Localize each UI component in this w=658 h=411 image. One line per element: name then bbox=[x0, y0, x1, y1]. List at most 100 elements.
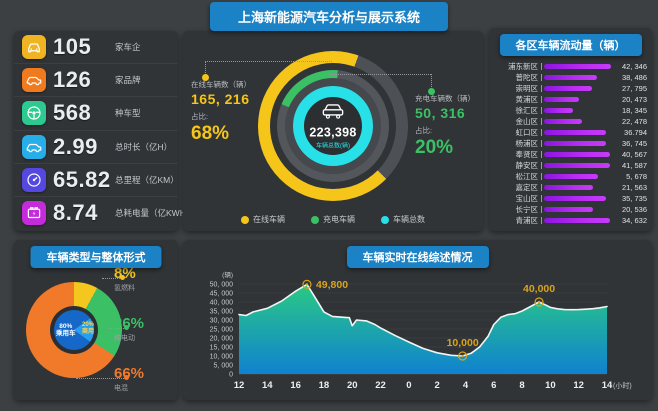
types-header-text: 车辆类型与整体形式 bbox=[46, 252, 146, 264]
district-bar[interactable] bbox=[544, 152, 611, 157]
x-tick: 12 bbox=[234, 380, 245, 391]
connector-line bbox=[205, 61, 332, 62]
type-pct: 26% bbox=[114, 315, 145, 332]
district-bar-track bbox=[541, 217, 613, 224]
stat-label: 总里程（亿KM） bbox=[115, 174, 179, 185]
district-row[interactable]: 青浦区 34, 632 bbox=[494, 215, 648, 226]
district-bar-track bbox=[541, 74, 613, 81]
page-title: 上海新能源汽车分析与展示系统 bbox=[209, 2, 449, 31]
x-tick: 14 bbox=[602, 380, 613, 391]
vehicle-type-donut[interactable]: 80% 乘用车 20% 商用 bbox=[26, 282, 122, 378]
district-bar[interactable] bbox=[544, 130, 607, 135]
district-row[interactable]: 黄浦区 20, 473 bbox=[494, 94, 648, 105]
legend-item-车辆总数[interactable]: 车辆总数 bbox=[381, 214, 425, 225]
district-name: 浦东新区 bbox=[508, 62, 538, 71]
district-bar-track bbox=[541, 107, 613, 114]
district-row[interactable]: 长宁区 20, 536 bbox=[494, 204, 648, 215]
district-bar[interactable] bbox=[544, 174, 599, 179]
district-value: 36, 745 bbox=[621, 139, 647, 148]
district-row[interactable]: 宝山区 35, 735 bbox=[494, 193, 648, 204]
district-row[interactable]: 奉贤区 40, 567 bbox=[494, 149, 648, 160]
district-row[interactable]: 崇明区 27, 795 bbox=[494, 83, 648, 94]
stat-row: 105 家车企 bbox=[14, 31, 178, 65]
x-tick: 8 bbox=[519, 380, 524, 391]
legend-dot bbox=[241, 215, 249, 224]
realtime-panel-header: 车辆实时在线综述情况 bbox=[346, 246, 489, 268]
legend-item-充电车辆[interactable]: 充电车辆 bbox=[311, 214, 355, 225]
district-bar[interactable] bbox=[544, 108, 573, 113]
data-point-marker[interactable] bbox=[458, 351, 468, 361]
district-bar[interactable] bbox=[544, 207, 593, 212]
district-row[interactable]: 浦东新区 42, 346 bbox=[494, 61, 647, 72]
stat-label: 总时长（亿H） bbox=[115, 141, 173, 152]
district-row[interactable]: 静安区 41, 587 bbox=[494, 160, 648, 171]
district-value: 27, 795 bbox=[621, 84, 647, 93]
legend-item-在线车辆[interactable]: 在线车辆 bbox=[241, 214, 285, 225]
data-point-marker[interactable] bbox=[534, 297, 544, 307]
legend-label: 车辆总数 bbox=[393, 215, 425, 224]
annotation-label: 10,000 bbox=[447, 337, 479, 349]
district-bar[interactable] bbox=[544, 141, 607, 146]
district-bar-track bbox=[541, 206, 613, 213]
district-bar-track bbox=[541, 129, 613, 136]
district-row[interactable]: 徐汇区 18, 345 bbox=[494, 105, 648, 116]
type-pct: 66% bbox=[114, 365, 145, 382]
district-name: 长宁区 bbox=[515, 205, 539, 214]
district-value: 20, 473 bbox=[621, 95, 647, 104]
type-sub-label: 电混 bbox=[114, 385, 128, 392]
district-name: 黄浦区 bbox=[515, 95, 539, 104]
gauge-center: 223,398 车辆总数(辆) bbox=[304, 103, 362, 150]
gauge-legend: 在线车辆 充电车辆 车辆总数 bbox=[183, 214, 483, 225]
area-line bbox=[238, 283, 608, 357]
district-row[interactable]: 普陀区 38, 486 bbox=[494, 72, 648, 83]
y-tick: 50, 000 bbox=[210, 282, 233, 289]
district-value: 22, 478 bbox=[621, 117, 647, 126]
district-row[interactable]: 金山区 22, 478 bbox=[494, 116, 648, 127]
district-value: 20, 536 bbox=[621, 205, 647, 214]
y-axis-unit: (辆) bbox=[222, 270, 233, 279]
steering-wheel-icon bbox=[22, 101, 46, 126]
district-row[interactable]: 嘉定区 21, 563 bbox=[494, 182, 648, 193]
district-bar[interactable] bbox=[544, 64, 611, 69]
district-bar[interactable] bbox=[544, 218, 610, 223]
summary-stats-panel: 105 家车企 126 家品牌 568 种车型 2.99 总时长（亿H） 65.82 总里程（亿K… bbox=[14, 31, 194, 231]
district-bar[interactable] bbox=[544, 196, 607, 201]
district-row[interactable]: 松江区 5, 678 bbox=[494, 171, 648, 182]
stat-value: 65.82 bbox=[53, 166, 111, 192]
charging-ratio-label: 占比: bbox=[415, 126, 433, 135]
fleet-ring-gauge[interactable]: 223,398 车辆总数(辆) bbox=[258, 51, 408, 201]
district-row[interactable]: 虹口区 36.794 bbox=[494, 127, 648, 138]
realtime-online-panel: 车辆实时在线综述情况 50, 000 45, 000 40, 000 35, 000 3… bbox=[183, 240, 652, 400]
charging-stat-block: 充电车辆数（辆） 50, 316 占比: 20% bbox=[415, 93, 475, 159]
district-bar[interactable] bbox=[544, 97, 579, 102]
usage-inner-pie[interactable]: 80% 乘用车 20% 商用 bbox=[54, 310, 94, 350]
district-value: 40, 567 bbox=[621, 150, 647, 159]
district-bar[interactable] bbox=[544, 119, 582, 124]
fleet-gauge-panel: 在线车辆数（辆） 165, 216 占比: 68% 充电车辆数（辆） 50, 3… bbox=[183, 31, 483, 231]
total-vehicles-label: 车辆总数(辆) bbox=[316, 143, 350, 150]
district-bar-track bbox=[541, 162, 613, 169]
district-name: 松江区 bbox=[515, 172, 539, 181]
stat-value: 2.99 bbox=[53, 133, 98, 159]
stat-row: 8.74 总耗电量（亿KWH） bbox=[14, 197, 194, 229]
y-tick: 40, 000 bbox=[210, 300, 233, 307]
district-bar-track bbox=[541, 195, 613, 202]
x-tick: 16 bbox=[290, 380, 301, 391]
district-bar[interactable] bbox=[544, 75, 597, 80]
stat-row: 65.82 总里程（亿KM） bbox=[14, 164, 179, 197]
x-tick: 10 bbox=[545, 380, 556, 391]
connector-dot bbox=[120, 275, 125, 280]
y-tick: 30, 000 bbox=[210, 318, 233, 325]
district-row[interactable]: 杨浦区 36, 745 bbox=[494, 138, 648, 149]
realtime-header-text: 车辆实时在线综述情况 bbox=[362, 252, 473, 264]
district-bar[interactable] bbox=[544, 86, 592, 91]
connector-line bbox=[76, 378, 124, 379]
district-bar[interactable] bbox=[544, 163, 610, 168]
district-bar[interactable] bbox=[544, 185, 593, 190]
annotation-label: 40,000 bbox=[523, 283, 555, 295]
district-value: 41, 587 bbox=[621, 161, 647, 170]
district-flow-panel: 各区车辆流动量（辆） 浦东新区 42, 346 普陀区 38, 486 崇明区 27, 7… bbox=[489, 28, 652, 231]
data-point-marker[interactable] bbox=[302, 279, 312, 289]
district-name: 青浦区 bbox=[515, 216, 539, 225]
